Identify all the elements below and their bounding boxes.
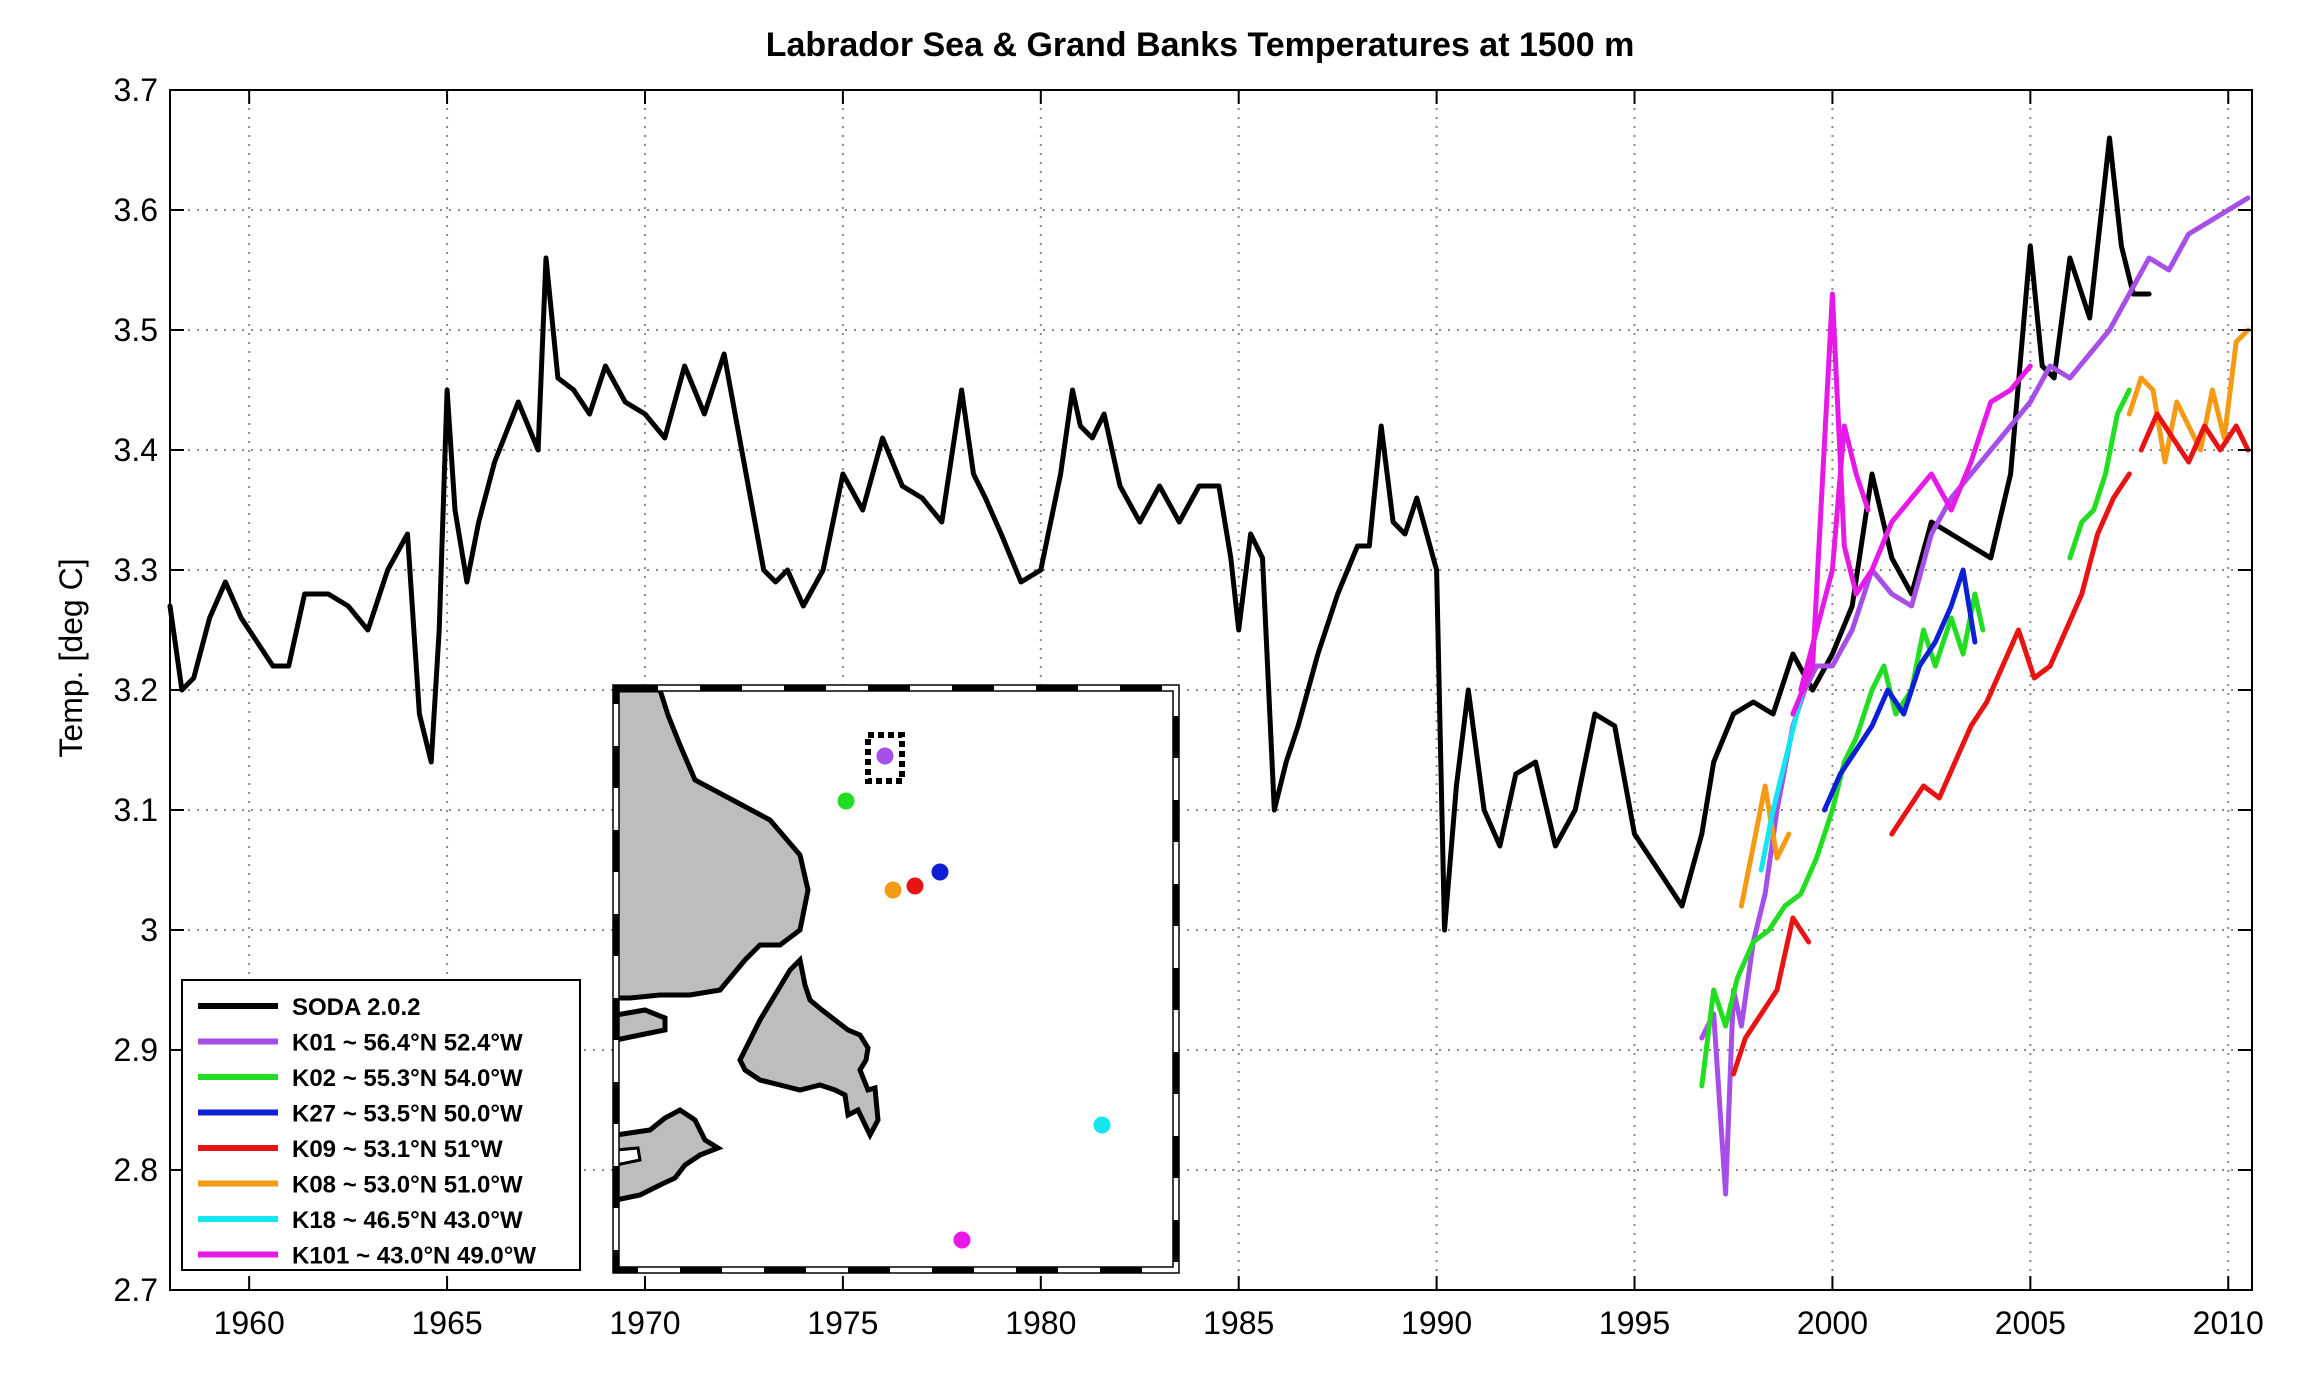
- x-tick-label: 2000: [1797, 1305, 1868, 1341]
- series-line: [1699, 195, 2251, 1197]
- station-dot: [876, 747, 894, 765]
- series-line: [1731, 915, 1812, 1077]
- legend-label: K27 ~ 53.5°N 50.0°W: [292, 1101, 523, 1128]
- legend-label: K18 ~ 46.5°N 43.0°W: [292, 1207, 523, 1234]
- y-tick-label: 3.2: [114, 672, 158, 708]
- x-tick-label: 1975: [807, 1305, 878, 1341]
- inset-frame-outer: [612, 684, 1180, 1274]
- x-tick-label: 1980: [1005, 1305, 1076, 1341]
- series-line: [167, 135, 2152, 933]
- inset-frame-dashes: [613, 685, 1179, 1273]
- y-tick-label: 3.4: [114, 432, 158, 468]
- legend-label: K09 ~ 53.1°N 51°W: [292, 1136, 503, 1163]
- y-tick-label: 3.1: [114, 792, 158, 828]
- x-tick-label: 1990: [1401, 1305, 1472, 1341]
- series-line: [1822, 567, 1978, 813]
- station-dot: [931, 863, 949, 881]
- data-series: [167, 135, 2251, 1197]
- x-tick-label: 1960: [214, 1305, 285, 1341]
- land-labrador: [613, 687, 811, 1001]
- chart-title: Labrador Sea & Grand Banks Temperatures …: [766, 26, 1635, 64]
- x-tick-label: 2010: [2193, 1305, 2264, 1341]
- x-tick-label: 1985: [1203, 1305, 1274, 1341]
- series-line: [2126, 327, 2251, 465]
- series-line: [1798, 423, 1871, 693]
- y-axis-label: Temp. [deg C]: [53, 558, 89, 757]
- legend-label: K02 ~ 55.3°N 54.0°W: [292, 1065, 523, 1092]
- legend-label: K101 ~ 43.0°N 49.0°W: [292, 1243, 536, 1270]
- inset-map: [612, 684, 1180, 1274]
- legend: SODA 2.0.2 K01 ~ 56.4°N 52.4°W K02 ~ 55.3°…: [181, 979, 581, 1271]
- y-tick-label: 3.7: [114, 72, 158, 108]
- y-tick-label: 2.7: [114, 1272, 158, 1308]
- station-dot: [837, 792, 855, 810]
- station-dot: [953, 1231, 971, 1249]
- legend-label: SODA 2.0.2: [292, 994, 421, 1021]
- station-dot: [884, 881, 902, 899]
- series-line: [1738, 783, 1792, 909]
- series-line: [2138, 411, 2251, 465]
- series-line: [2067, 387, 2132, 561]
- legend-label: K08 ~ 53.0°N 51.0°W: [292, 1172, 523, 1199]
- x-tick-label: 1970: [609, 1305, 680, 1341]
- axes: 1960 1965 1970 1975 1980 1985 1990 1995 2000 2005…: [114, 72, 2264, 1341]
- x-tick-label: 1995: [1599, 1305, 1670, 1341]
- inset-frame-inner: [618, 690, 1174, 1268]
- land-nova-scotia: [613, 1107, 724, 1204]
- land-newfoundland: [737, 954, 881, 1141]
- station-dot: [1093, 1116, 1111, 1134]
- y-tick-label: 2.8: [114, 1152, 158, 1188]
- x-tick-label: 2005: [1995, 1305, 2066, 1341]
- x-tick-label: 1965: [411, 1305, 482, 1341]
- series-line: [1699, 591, 1986, 1089]
- legend-label: K01 ~ 56.4°N 52.4°W: [292, 1030, 523, 1057]
- y-tick-label: 2.9: [114, 1032, 158, 1068]
- station-dot: [906, 877, 924, 895]
- y-tick-label: 3.5: [114, 312, 158, 348]
- y-tick-label: 3: [140, 912, 158, 948]
- series-line: [1889, 471, 2132, 837]
- y-tick-label: 3.6: [114, 192, 158, 228]
- series-line: [1790, 291, 2033, 717]
- y-tick-label: 3.3: [114, 552, 158, 588]
